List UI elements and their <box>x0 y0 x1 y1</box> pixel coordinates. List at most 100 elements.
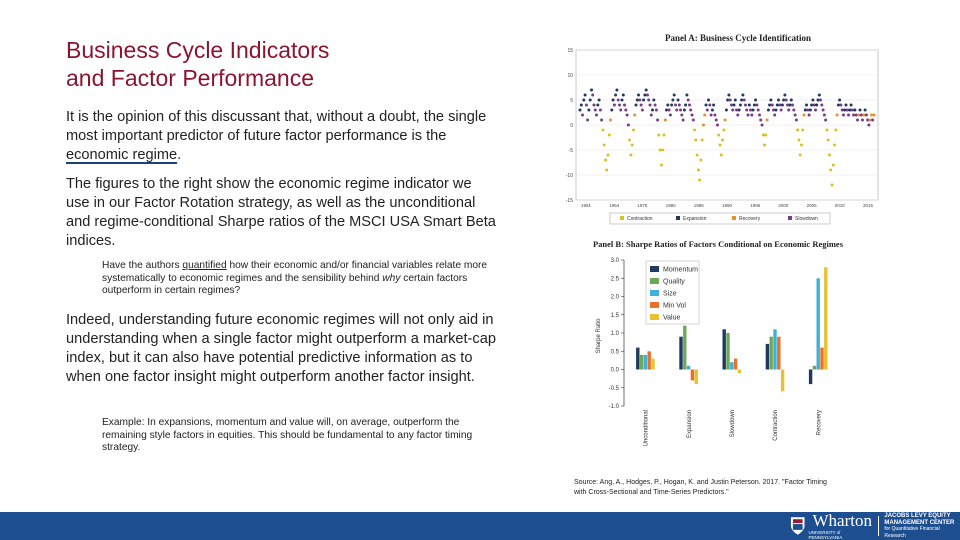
panel-a-point <box>863 108 867 112</box>
note-quantified: Have the authors quantified how their ec… <box>102 260 502 298</box>
panel-a-point <box>719 153 723 157</box>
panel-a-point <box>642 98 646 102</box>
slide-title-line2: and Factor Performance <box>66 65 315 91</box>
panel-a-point <box>618 103 621 107</box>
panel-a-point <box>612 103 616 107</box>
panel-a-point <box>728 98 732 102</box>
panel-a-point <box>595 113 598 117</box>
panel-a-point <box>648 103 652 107</box>
panel-a-point <box>623 103 626 107</box>
panel-a-ytick: 5 <box>570 98 573 104</box>
panel-b-bar <box>808 369 813 385</box>
panel-b-category-label: Expansion <box>687 410 693 438</box>
panel-a-point <box>646 93 649 97</box>
panel-a-point <box>597 98 601 102</box>
panel-a-point <box>600 118 604 122</box>
panel-a-point <box>593 108 597 112</box>
panel-a-legend <box>609 212 831 225</box>
panel-a-point <box>604 158 607 162</box>
panel-a-point <box>810 103 814 107</box>
panel-a-ytick: -10 <box>566 173 573 179</box>
panel-a-point <box>857 113 861 117</box>
panel-a-point <box>812 103 816 107</box>
panel-a-point <box>726 98 730 102</box>
panel-a-point <box>760 123 764 127</box>
panel-a-point <box>601 128 605 132</box>
panel-a-point <box>742 98 746 102</box>
panel-a-point <box>793 113 797 117</box>
panel-a-point <box>690 113 694 117</box>
panel-a-point <box>710 108 714 112</box>
panel-a-point <box>723 118 727 122</box>
panel-a-point <box>765 118 769 122</box>
panel-b-bar <box>730 362 734 370</box>
panel-a-point <box>644 88 648 92</box>
panel-a-point <box>663 118 667 122</box>
panel-a-legend-label: Contraction <box>627 216 653 222</box>
panel-a-xtick: 2010 <box>835 203 846 208</box>
panel-a-point <box>730 103 733 107</box>
source-line2: with Cross-Sectional and Time-Series Pre… <box>574 489 729 496</box>
panel-a-legend-swatch <box>788 216 792 220</box>
panel-b-bar <box>679 336 683 370</box>
panel-a-point <box>712 103 716 107</box>
panel-b-legend-label: Size <box>663 291 677 298</box>
panel-a-point <box>713 113 717 117</box>
panel-a-point <box>625 113 629 117</box>
panel-a-point <box>870 113 873 117</box>
panel-a-point <box>824 118 828 122</box>
panel-a-point <box>694 138 698 142</box>
panel-b-bar <box>765 343 770 370</box>
panel-b-ytick: 1.5 <box>611 313 620 319</box>
panel-b-ytick: 2.0 <box>611 295 620 301</box>
note-example: Example: In expansions, momentum and val… <box>102 417 473 453</box>
panel-a-point <box>786 103 789 107</box>
panel-a-point <box>741 93 745 97</box>
panel-b-ytick: -0.5 <box>609 386 620 392</box>
panel-a-point <box>691 118 695 122</box>
panel-a-point <box>581 113 584 117</box>
panel-a-point <box>609 118 612 122</box>
panel-a-point <box>747 103 751 107</box>
note-quantified-text: Have the authors <box>102 260 183 271</box>
panel-a-point <box>751 108 755 112</box>
panel-a-point <box>811 98 815 102</box>
panel-a-point <box>628 138 632 142</box>
panel-a-chart: Panel A: Business Cycle Identification 1… <box>566 33 879 225</box>
paragraph-opinion: It is the opinion of this discussant tha… <box>66 108 496 165</box>
panel-a-point <box>800 143 803 147</box>
panel-a-point <box>867 123 871 127</box>
panel-a-point <box>770 103 774 107</box>
panel-a-point <box>844 103 848 107</box>
logo-wordmark: Wharton UNIVERSITY of PENNSYLVANIA <box>809 512 874 540</box>
panel-a-point <box>588 98 592 102</box>
panel-a-point <box>740 98 744 102</box>
panel-a-point <box>754 98 758 102</box>
panel-a-point <box>624 108 628 112</box>
panel-a-point <box>766 108 770 112</box>
panel-a-point <box>847 113 850 117</box>
panel-a-legend-swatch <box>732 216 736 220</box>
panel-a-point <box>808 108 812 112</box>
panel-a-point <box>859 113 863 117</box>
panel-a-point <box>686 98 690 102</box>
panel-a-point <box>738 103 742 107</box>
panel-a-point <box>777 98 780 102</box>
panel-a-point <box>789 98 793 102</box>
panel-a-point <box>745 108 749 112</box>
panel-a-point <box>656 118 660 122</box>
panel-a-point <box>764 133 768 137</box>
panel-a-point <box>714 118 718 122</box>
panel-a-point <box>662 133 666 137</box>
panel-a-point <box>798 153 802 157</box>
panel-a-point <box>584 103 588 107</box>
panel-b-legend-swatch <box>650 302 659 308</box>
panel-a-point <box>635 98 639 102</box>
panel-b-category-label: Unconditional <box>644 410 650 446</box>
panel-b-ytick: 3.0 <box>611 258 620 264</box>
panel-a-point <box>821 108 825 112</box>
panel-a-point <box>630 143 634 147</box>
panel-b-bar <box>737 369 742 374</box>
panel-a-point <box>806 108 810 112</box>
panel-b-bar <box>820 347 824 370</box>
